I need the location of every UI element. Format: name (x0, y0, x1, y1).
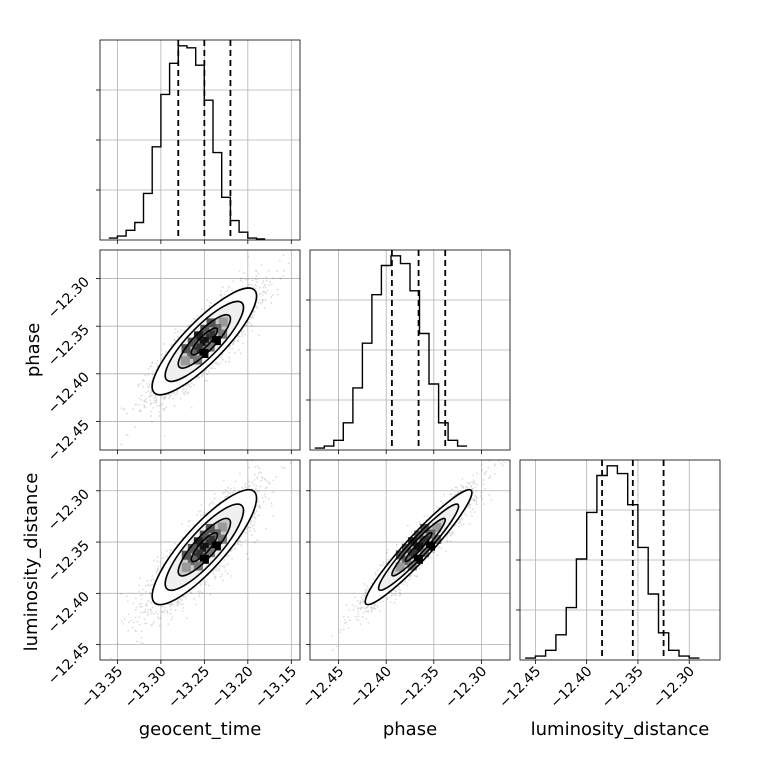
histogram-geocent-time (96, 39, 301, 244)
y-tick-label: −12.45 (45, 640, 93, 688)
density-cell (217, 534, 227, 544)
density-cell (181, 356, 190, 366)
density-layer (110, 460, 291, 659)
density-cell (206, 330, 216, 340)
histogram-luminosity-distance (516, 459, 721, 664)
contour-line (190, 327, 219, 356)
contour-line (364, 488, 473, 606)
axes-frame (99, 249, 301, 451)
density-cell (211, 336, 221, 346)
x-axis-label-geocent-time: geocent_time (139, 719, 262, 740)
density-cell (193, 561, 203, 571)
histogram-step (525, 465, 700, 659)
density-cell (432, 522, 442, 532)
density-cell (426, 529, 436, 539)
density-cell (401, 555, 411, 565)
y-tick-label: −12.40 (45, 369, 93, 417)
x-axis-label-luminosity-distance: luminosity_distance (531, 719, 710, 740)
x-tick-label: −13.25 (165, 664, 213, 712)
x-tick-label: −12.35 (395, 664, 443, 712)
density-cell (194, 331, 203, 341)
contour-line (177, 313, 232, 369)
density-cell (211, 541, 221, 551)
x-tick-label: −13.30 (122, 664, 170, 712)
density-cell (205, 536, 215, 545)
density-cell (187, 337, 197, 347)
density-cell (395, 562, 405, 572)
density-cell (413, 554, 423, 564)
density-cell (199, 542, 209, 552)
density-cell (408, 537, 418, 547)
y-tick-label: −12.30 (45, 274, 93, 322)
y-tick-label: −12.30 (45, 486, 93, 534)
y-axis-label-luminosity-distance: luminosity_distance (21, 473, 42, 652)
density-cell (205, 548, 215, 558)
density-cell (217, 522, 227, 532)
contour-line (377, 503, 460, 592)
axes-frame (309, 459, 511, 661)
density-cell (200, 324, 210, 334)
scatter-geocent-time-vs-phase (96, 249, 301, 454)
y-tick-label: −12.35 (45, 538, 93, 586)
axes-frame (99, 39, 301, 241)
density-cell (426, 541, 436, 551)
x-tick-label: −13.15 (252, 664, 300, 712)
density-cell (408, 549, 417, 559)
density-cell (199, 336, 209, 346)
axes-frame (519, 459, 721, 661)
x-tick-label: −12.45 (299, 664, 347, 712)
x-tick-label: −12.40 (548, 664, 596, 712)
density-cell (181, 550, 191, 560)
density-layer (100, 254, 290, 446)
density-cell (199, 554, 209, 564)
y-axis-label-phase: phase (23, 323, 44, 377)
contour-line (391, 517, 447, 577)
density-cell (218, 317, 228, 327)
density-cell (205, 523, 215, 533)
density-cell (187, 544, 197, 553)
contour-line (404, 532, 433, 563)
scatter-phase-vs-luminosity-distance (306, 459, 511, 664)
contour-line (177, 517, 232, 577)
scatter-geocent-time-vs-luminosity-distance (96, 459, 301, 664)
density-cell (193, 549, 203, 559)
axes-frame (99, 459, 301, 661)
x-tick-label: −13.20 (209, 664, 257, 712)
density-cell (193, 537, 203, 547)
x-tick-label: −12.40 (347, 664, 395, 712)
histogram-step (108, 45, 266, 240)
histogram-phase (306, 249, 511, 454)
x-tick-label: −12.35 (599, 664, 647, 712)
density-cell (420, 548, 429, 558)
x-tick-label: −12.30 (442, 664, 490, 712)
y-tick-label: −12.45 (45, 417, 93, 465)
density-cell (199, 349, 209, 358)
density-cell (414, 542, 424, 552)
density-cell (402, 543, 411, 553)
y-tick-label: −12.35 (45, 322, 93, 370)
x-tick-label: −12.30 (650, 664, 698, 712)
density-cell (199, 530, 209, 540)
density-cell (193, 343, 203, 353)
density-cell (205, 342, 215, 352)
contour-line (151, 287, 258, 396)
contour-line (190, 532, 219, 563)
density-cell (181, 562, 191, 572)
histogram-step (314, 255, 468, 449)
y-tick-label: −12.40 (45, 589, 93, 637)
contour-line (151, 488, 258, 606)
density-cell (420, 536, 430, 546)
x-axis-label-phase: phase (383, 719, 437, 740)
contour-line (164, 300, 245, 383)
density-layer (331, 460, 505, 651)
axes-frame (309, 249, 511, 451)
density-cell (414, 530, 424, 540)
x-tick-label: −13.35 (78, 664, 126, 712)
x-tick-label: −12.45 (496, 664, 544, 712)
contour-line (164, 503, 245, 592)
